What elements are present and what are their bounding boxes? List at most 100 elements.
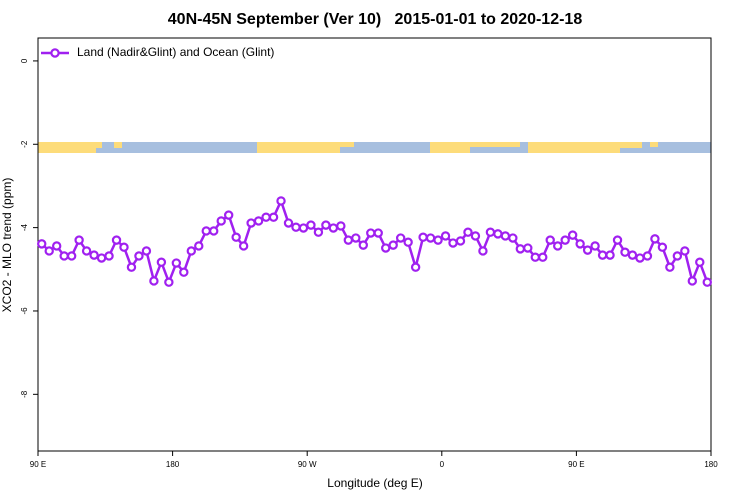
data-point bbox=[702, 277, 712, 287]
data-point bbox=[388, 240, 398, 250]
data-point bbox=[538, 252, 548, 262]
data-point bbox=[328, 223, 339, 233]
data-point bbox=[351, 233, 361, 243]
legend-label: Land (Nadir&Glint) and Ocean (Glint) bbox=[77, 45, 274, 59]
data-point bbox=[381, 243, 391, 253]
y-tick-label: -8 bbox=[20, 390, 29, 398]
data-point bbox=[336, 221, 346, 231]
data-point bbox=[164, 277, 174, 287]
data-point bbox=[119, 242, 129, 252]
data-point bbox=[141, 246, 152, 256]
x-axis-label: Longitude (deg E) bbox=[327, 476, 422, 490]
land-band bbox=[340, 142, 354, 147]
data-point bbox=[253, 216, 264, 226]
data-point bbox=[186, 246, 196, 256]
x-tick-label: 0 bbox=[440, 460, 445, 469]
x-tick-label: 180 bbox=[704, 460, 718, 469]
data-point bbox=[448, 238, 458, 248]
data-point bbox=[403, 237, 413, 247]
data-point bbox=[96, 253, 107, 263]
data-point bbox=[104, 251, 114, 261]
data-point bbox=[418, 232, 428, 242]
data-point bbox=[590, 241, 600, 251]
data-point bbox=[223, 210, 234, 220]
data-point bbox=[650, 234, 660, 244]
data-point bbox=[246, 218, 256, 228]
data-point bbox=[515, 244, 526, 254]
data-point bbox=[597, 250, 608, 260]
data-point bbox=[545, 235, 555, 245]
data-point bbox=[582, 245, 593, 255]
data-point bbox=[283, 218, 294, 228]
land-ocean-strip bbox=[38, 142, 711, 153]
data-point bbox=[672, 251, 683, 261]
data-point bbox=[567, 230, 578, 240]
data-point bbox=[149, 276, 159, 286]
data-point bbox=[560, 235, 570, 245]
data-point bbox=[530, 252, 540, 262]
data-point bbox=[201, 226, 211, 236]
data-point bbox=[523, 243, 533, 253]
data-point bbox=[508, 233, 518, 243]
data-point bbox=[605, 250, 615, 260]
ocean-band bbox=[38, 142, 711, 153]
data-point bbox=[134, 251, 144, 261]
land-band bbox=[620, 142, 642, 148]
data-point bbox=[44, 246, 54, 256]
data-point bbox=[66, 251, 77, 261]
land-band bbox=[114, 142, 122, 148]
data-point bbox=[194, 241, 204, 251]
land-band bbox=[38, 142, 96, 153]
data-point bbox=[485, 227, 496, 237]
land-band bbox=[470, 142, 520, 147]
data-point bbox=[575, 239, 585, 249]
data-point bbox=[553, 241, 563, 251]
data-point bbox=[37, 239, 47, 249]
data-point bbox=[680, 246, 690, 256]
data-point bbox=[642, 251, 653, 261]
y-tick-label: -6 bbox=[20, 307, 29, 315]
data-point bbox=[343, 235, 354, 245]
data-point bbox=[291, 222, 301, 232]
data-point bbox=[612, 235, 623, 245]
data-point bbox=[440, 231, 451, 241]
data-point bbox=[276, 196, 286, 206]
data-point bbox=[627, 250, 638, 260]
plot-frame bbox=[37, 37, 712, 452]
data-point bbox=[261, 212, 271, 222]
chart-title: 40N-45N September (Ver 10) 2015-01-01 to… bbox=[168, 11, 583, 28]
data-point bbox=[156, 257, 167, 267]
land-band bbox=[650, 142, 658, 147]
y-axis-label: XCO2 - MLO trend (ppm) bbox=[0, 178, 14, 313]
data-point bbox=[395, 233, 406, 243]
data-point bbox=[321, 220, 331, 230]
data-point bbox=[687, 276, 698, 286]
land-band bbox=[257, 142, 340, 153]
data-point bbox=[306, 220, 316, 230]
data-point bbox=[81, 246, 92, 256]
data-point bbox=[126, 262, 137, 272]
data-point bbox=[74, 235, 84, 245]
y-tick-label: 0 bbox=[20, 58, 29, 63]
series-line bbox=[40, 199, 709, 284]
data-point bbox=[51, 241, 62, 251]
data-point bbox=[298, 223, 309, 233]
legend-marker bbox=[50, 48, 60, 58]
data-point bbox=[89, 250, 99, 260]
data-point bbox=[410, 262, 421, 272]
data-point bbox=[493, 229, 503, 239]
data-point bbox=[358, 240, 368, 250]
data-point bbox=[665, 262, 675, 272]
data-point bbox=[179, 267, 189, 277]
data-point bbox=[366, 228, 376, 238]
data-point bbox=[620, 247, 630, 257]
x-tick-label: 90 W bbox=[298, 460, 317, 469]
data-point bbox=[238, 241, 249, 251]
data-point bbox=[59, 251, 69, 261]
data-point bbox=[268, 212, 279, 222]
land-band bbox=[528, 142, 620, 153]
data-point bbox=[313, 227, 324, 237]
data-point bbox=[111, 235, 122, 245]
data-point bbox=[209, 226, 219, 236]
